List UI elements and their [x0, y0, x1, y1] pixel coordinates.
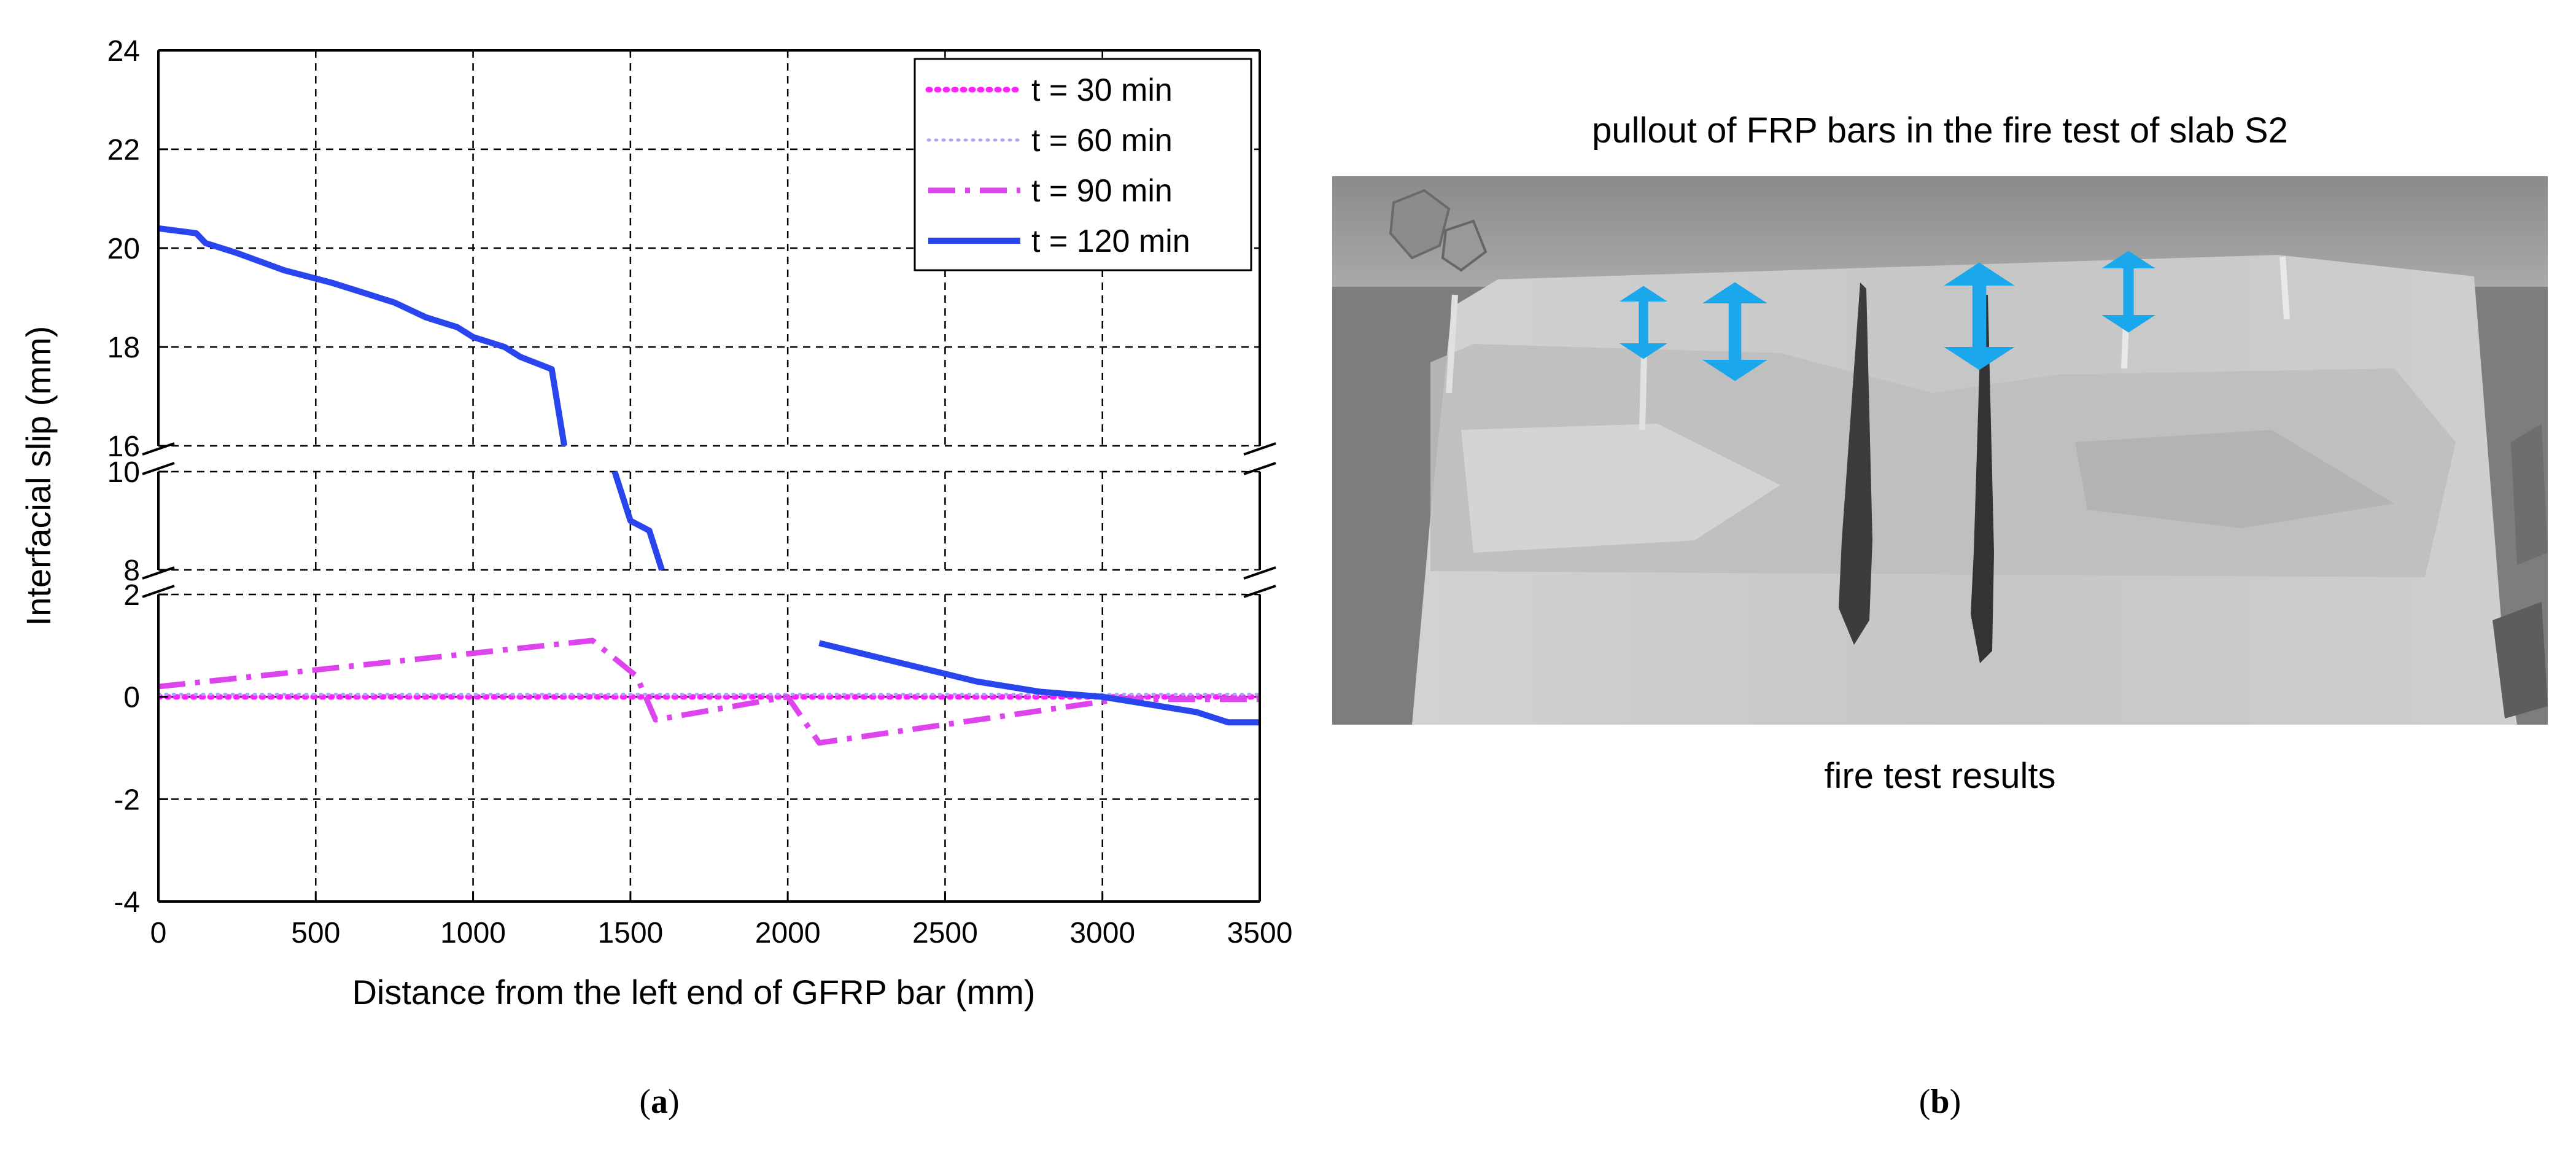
- panel-b-label: (b): [1919, 1083, 1961, 1121]
- y-tick-label: -4: [114, 886, 140, 919]
- y-tick-label: 18: [107, 332, 140, 364]
- series-lines: [158, 225, 1260, 746]
- break-gap-left-lower: [144, 571, 173, 594]
- y-tick-label: 0: [123, 682, 140, 714]
- x-axis-label: Distance from the left end of GFRP bar (…: [352, 973, 1035, 1011]
- y-tick-label: 8: [123, 555, 140, 587]
- series-line-4: [611, 470, 665, 571]
- bar-groove: [1839, 282, 1872, 645]
- legend-box: [914, 58, 1252, 271]
- double-arrow-icon: [1944, 262, 2015, 370]
- spalled-area: [2075, 430, 2394, 528]
- rubble-piece: [2511, 424, 2548, 565]
- bar-groove: [1971, 295, 1994, 663]
- tick-labels: 0 500 1000 1500 2000 2500 3000 3500161820222481…: [107, 35, 1293, 949]
- double-arrow-icon: [1619, 286, 1668, 359]
- x-tick-label: 2000: [755, 917, 821, 949]
- break-gap-left-upper: [144, 446, 173, 471]
- break-mark: [142, 566, 175, 580]
- x-tick-label: 1000: [440, 917, 506, 949]
- photo-title: pullout of FRP bars in the fire test of …: [1592, 111, 2288, 150]
- panel-a-label: (a): [639, 1083, 679, 1121]
- x-tick-label: 3000: [1069, 917, 1135, 949]
- y-tick-label: 2: [123, 579, 140, 612]
- break-mark: [142, 585, 175, 598]
- x-tick-label: 2500: [912, 917, 978, 949]
- fire-test-photo: [1332, 176, 2548, 725]
- rubble-piece: [1389, 189, 1451, 260]
- series-line-4: [818, 640, 1260, 726]
- spalled-area: [1461, 424, 1780, 553]
- break-mark: [1243, 566, 1276, 580]
- axis-ticks: [157, 49, 1261, 903]
- y-axis-label: Interfacial slip (mm): [19, 326, 58, 626]
- break-gap-right-lower: [1246, 571, 1274, 594]
- series-line-4: [158, 225, 568, 446]
- x-tick-label: 1500: [597, 917, 663, 949]
- legend-label: t = 90 min: [1031, 173, 1173, 209]
- double-arrow-icon: [1702, 282, 1767, 381]
- x-tick-label: 500: [291, 917, 340, 949]
- legend-label: t = 120 min: [1031, 224, 1190, 259]
- break-mark: [142, 442, 175, 456]
- series-line-3: [158, 637, 1260, 746]
- axis-break-marks: [142, 442, 1276, 598]
- y-tick-label: 24: [107, 35, 140, 68]
- y-tick-label: -2: [114, 784, 140, 816]
- y-tick-label: 16: [107, 430, 140, 463]
- legend-label: t = 60 min: [1031, 123, 1173, 158]
- photo-caption: fire test results: [1824, 756, 2055, 796]
- double-arrow-icon: [2101, 251, 2155, 333]
- break-mark: [1243, 462, 1276, 475]
- y-tick-label: 10: [107, 456, 140, 489]
- frp-bar: [2279, 256, 2290, 320]
- legend-label: t = 30 min: [1031, 72, 1173, 108]
- break-mark: [142, 462, 175, 475]
- frp-bar: [1446, 294, 1458, 394]
- rubble-piece: [2493, 602, 2548, 719]
- x-tick-label: 0: [150, 917, 167, 949]
- x-tick-label: 3500: [1227, 917, 1293, 949]
- y-tick-label: 20: [107, 233, 140, 265]
- break-mark: [1243, 442, 1276, 456]
- break-mark: [1243, 585, 1276, 598]
- y-tick-label: 22: [107, 134, 140, 166]
- slip-chart: 0 500 1000 1500 2000 2500 3000 3500161820222481…: [19, 35, 1292, 1011]
- legend: t = 30 min t = 60 min t = 90 min t = 120 mi…: [914, 58, 1252, 271]
- pullout-arrows: [1619, 251, 2155, 381]
- break-gap-right-upper: [1246, 446, 1274, 471]
- rubble-piece: [1441, 219, 1488, 272]
